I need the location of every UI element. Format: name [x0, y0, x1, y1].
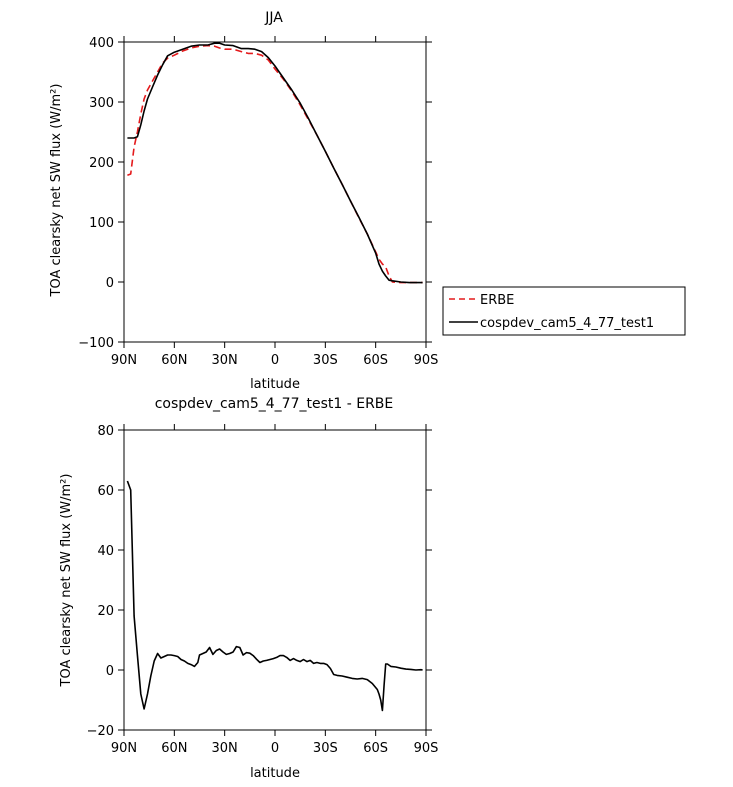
top-y-tick-label: 400 [89, 36, 114, 51]
top-y-tick-label: 200 [89, 156, 114, 171]
top-x-tick-label: 30N [212, 353, 238, 368]
bottom-y-tick-label: 60 [97, 484, 114, 499]
top-x-tick-label: 0 [271, 353, 279, 368]
bottom-tick-layer: −20 0 20 40 60 80 90N 60N 30N 0 30S 60S 90S [87, 424, 439, 756]
top-x-axis-label: latitude [250, 377, 300, 392]
bottom-panel: cospdev_cam5_4_77_test1 - ERBE TOA clear… [59, 396, 438, 781]
top-y-tick-label: 300 [89, 96, 114, 111]
top-tick-layer: −100 0 100 200 300 400 90N 60N 30N 0 30S 60S 90S [78, 36, 438, 368]
bottom-y-tick-label: 40 [97, 544, 114, 559]
top-x-tick-label: 60N [161, 353, 187, 368]
bottom-y-tick-label: 80 [97, 424, 114, 439]
bottom-y-axis-label: TOA clearsky net SW flux (W/m²) [59, 474, 74, 688]
top-y-tick-label: −100 [78, 336, 114, 351]
bottom-chart-title: cospdev_cam5_4_77_test1 - ERBE [155, 396, 394, 412]
legend: ERBE cospdev_cam5_4_77_test1 [442, 286, 686, 336]
bottom-x-tick-label: 60S [363, 741, 388, 756]
top-plot-frame [123, 41, 427, 343]
top-y-axis-label: TOA clearsky net SW flux (W/m²) [49, 84, 64, 298]
legend-label-erbe: ERBE [480, 293, 514, 308]
top-series-line-0 [127, 44, 423, 284]
bottom-x-axis-label: latitude [250, 766, 300, 781]
top-x-tick-label: 90S [414, 353, 439, 368]
bottom-y-tick-label: −20 [87, 724, 114, 739]
top-y-tick-label: 0 [106, 276, 114, 291]
bottom-y-tick-label: 0 [106, 664, 114, 679]
legend-box [442, 286, 686, 336]
top-x-tick-label: 60S [363, 353, 388, 368]
bottom-x-tick-label: 0 [271, 741, 279, 756]
bottom-y-tick-label: 20 [97, 604, 114, 619]
top-series-layer [127, 42, 423, 284]
bottom-series-layer [126, 480, 423, 712]
top-x-tick-label: 30S [313, 353, 338, 368]
bottom-plot-frame [123, 429, 427, 731]
bottom-series-line-0 [126, 480, 423, 712]
bottom-x-tick-label: 90N [111, 741, 137, 756]
top-chart-title: JJA [264, 10, 283, 26]
bottom-x-tick-label: 60N [161, 741, 187, 756]
top-y-tick-label: 100 [89, 216, 114, 231]
bottom-x-tick-label: 90S [414, 741, 439, 756]
top-x-tick-label: 90N [111, 353, 137, 368]
bottom-x-tick-label: 30S [313, 741, 338, 756]
bottom-x-tick-label: 30N [212, 741, 238, 756]
top-panel: JJA TOA clearsky net SW flux (W/m²) lati… [49, 10, 438, 392]
top-series-line-1 [127, 42, 423, 284]
legend-label-model: cospdev_cam5_4_77_test1 [480, 316, 654, 331]
